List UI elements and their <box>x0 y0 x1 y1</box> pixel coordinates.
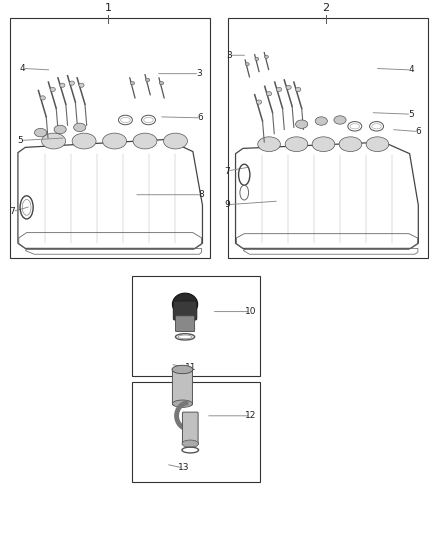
Ellipse shape <box>296 87 301 92</box>
Ellipse shape <box>285 137 308 151</box>
Text: 4: 4 <box>409 66 414 75</box>
Text: 8: 8 <box>199 190 205 199</box>
Ellipse shape <box>172 365 193 374</box>
Text: 3: 3 <box>197 69 202 78</box>
Ellipse shape <box>60 83 65 87</box>
Ellipse shape <box>133 133 157 149</box>
Ellipse shape <box>256 100 261 104</box>
Text: 3: 3 <box>226 51 232 60</box>
Bar <box>132 382 260 482</box>
Ellipse shape <box>245 62 249 66</box>
Text: 6: 6 <box>198 114 204 123</box>
Ellipse shape <box>173 400 192 407</box>
Text: 4: 4 <box>19 64 25 73</box>
Text: 13: 13 <box>177 463 189 472</box>
FancyBboxPatch shape <box>183 412 198 445</box>
Ellipse shape <box>40 96 46 100</box>
Ellipse shape <box>159 82 164 85</box>
Text: 6: 6 <box>416 127 421 136</box>
FancyBboxPatch shape <box>173 368 192 405</box>
Ellipse shape <box>255 58 259 61</box>
Ellipse shape <box>50 87 55 92</box>
Ellipse shape <box>339 137 362 151</box>
Ellipse shape <box>74 123 86 132</box>
Bar <box>228 19 428 258</box>
Ellipse shape <box>276 87 282 92</box>
Ellipse shape <box>145 78 150 82</box>
Ellipse shape <box>366 137 389 151</box>
Ellipse shape <box>69 81 74 85</box>
Ellipse shape <box>315 117 327 125</box>
Text: 12: 12 <box>245 411 256 421</box>
Ellipse shape <box>296 120 308 128</box>
FancyBboxPatch shape <box>173 301 197 320</box>
Bar <box>10 19 210 258</box>
Text: 9: 9 <box>224 200 230 209</box>
Ellipse shape <box>163 133 187 149</box>
Ellipse shape <box>312 137 335 151</box>
Text: 11: 11 <box>185 364 197 373</box>
Ellipse shape <box>130 82 134 85</box>
Ellipse shape <box>79 83 84 87</box>
Ellipse shape <box>35 128 47 137</box>
Ellipse shape <box>265 55 268 59</box>
Text: 10: 10 <box>244 307 256 316</box>
Text: 5: 5 <box>17 136 22 145</box>
Ellipse shape <box>266 92 272 96</box>
Text: 2: 2 <box>322 3 329 13</box>
Text: 1: 1 <box>105 3 112 13</box>
Ellipse shape <box>173 293 198 316</box>
Bar <box>132 276 260 376</box>
Ellipse shape <box>102 133 127 149</box>
Ellipse shape <box>334 116 346 124</box>
Ellipse shape <box>182 440 198 447</box>
Text: 7: 7 <box>224 166 230 175</box>
Ellipse shape <box>42 133 66 149</box>
Text: 7: 7 <box>9 207 15 216</box>
Ellipse shape <box>72 133 96 149</box>
Ellipse shape <box>54 125 66 134</box>
Ellipse shape <box>258 137 280 151</box>
Text: 5: 5 <box>409 110 414 119</box>
Ellipse shape <box>286 85 291 90</box>
FancyBboxPatch shape <box>176 316 194 332</box>
